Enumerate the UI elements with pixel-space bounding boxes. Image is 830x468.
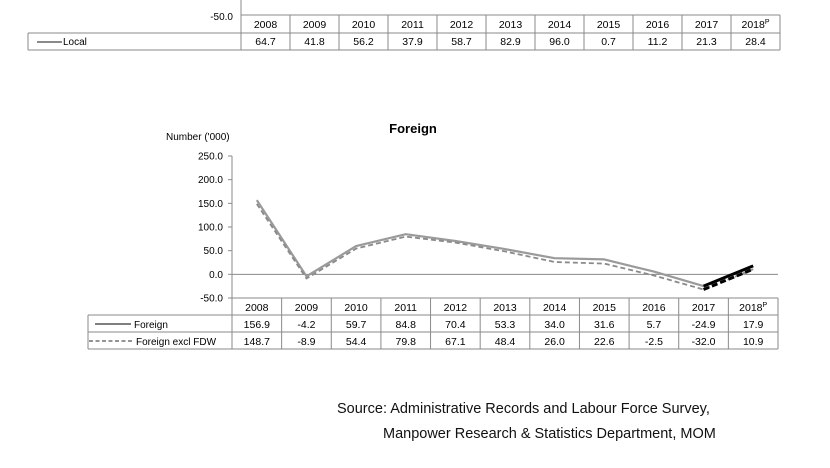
- x-tick-label: 2014: [543, 302, 567, 314]
- local-value-label: 41.8: [304, 36, 325, 48]
- local-value-label: 11.2: [648, 36, 668, 48]
- y-tick-label: 250.0: [198, 152, 223, 163]
- local-value-label: 28.4: [745, 36, 766, 48]
- foreign-value-label: -4.2: [297, 319, 315, 331]
- year-superscript: P: [765, 19, 770, 26]
- foreign-excl-fdw-value-label: 48.4: [495, 336, 516, 348]
- foreign-value-label: 31.6: [594, 319, 615, 331]
- foreign-value-label: 84.8: [396, 319, 417, 331]
- local-year-label: 2016: [646, 19, 670, 31]
- y-tick-label: 100.0: [198, 223, 223, 234]
- local-year-label: 2010: [352, 19, 376, 31]
- y-tick-label: -50.0: [200, 294, 223, 305]
- local-value-label: 21.3: [696, 36, 717, 48]
- source-line-1: Source: Administrative Records and Labou…: [337, 401, 710, 417]
- local-year-label: 2009: [303, 19, 327, 31]
- x-tick-label: 2016: [642, 302, 666, 314]
- x-tick-label: 2012: [444, 302, 468, 314]
- foreign-excl-fdw-value-label: 79.8: [396, 336, 417, 348]
- source-line-2: Manpower Research & Statistics Departmen…: [383, 426, 716, 442]
- local-table-group: -50.0 2008 2009 2010 2011 2012 2013 2014 2015 20…: [27, 0, 781, 51]
- local-value-label: 96.0: [549, 36, 570, 48]
- x-tick-label: 2015: [593, 302, 617, 314]
- x-tick-label: 2017: [692, 302, 716, 314]
- series-foreign-line: [255, 199, 754, 288]
- local-year-label: 2018P: [741, 19, 769, 31]
- local-year-label: 2008: [254, 19, 278, 31]
- y-tick-label: 50.0: [204, 246, 224, 257]
- x-tick-label: 2008: [245, 302, 269, 314]
- foreign-excl-fdw-value-label: 10.9: [743, 336, 764, 348]
- top-y-tick: -50.0: [210, 12, 233, 23]
- legend-foreign-excl-fdw: Foreign excl FDW: [136, 337, 217, 348]
- data-table: 2008 156.9 148.7 2009 -4.2 -8.9 2010 59.7 54.4 20…: [87, 297, 779, 350]
- y-axis-label: Number ('000): [166, 132, 230, 143]
- foreign-excl-fdw-value-label: 26.0: [544, 336, 565, 348]
- foreign-value-label: -24.9: [692, 319, 716, 331]
- foreign-value-label: 17.9: [743, 319, 764, 331]
- y-tick-label: 150.0: [198, 199, 223, 210]
- y-tick-label: 0.0: [209, 270, 223, 281]
- foreign-value-label: 53.3: [495, 319, 516, 331]
- local-value-label: 64.7: [255, 36, 276, 48]
- local-table-years: 2008 2009 2010 2011 2012 2013 2014 2015 2016 2017…: [254, 19, 770, 31]
- foreign-excl-fdw-value-label: -2.5: [645, 336, 663, 348]
- foreign-excl-fdw-value-label: 54.4: [346, 336, 367, 348]
- x-tick-label: 2009: [295, 302, 319, 314]
- local-year-label: 2012: [450, 19, 474, 31]
- foreign-value-label: 59.7: [346, 319, 367, 331]
- x-tick-label: 2018P: [739, 302, 767, 314]
- local-year-label: 2017: [695, 19, 719, 31]
- local-year-label: 2013: [499, 19, 523, 31]
- local-table-grid: [27, 14, 781, 51]
- foreign-excl-fdw-value-label: 22.6: [594, 336, 615, 348]
- foreign-excl-fdw-value-label: 148.7: [244, 336, 270, 348]
- chart-title: Foreign: [389, 121, 437, 136]
- series-lines: [255, 199, 754, 291]
- series-foreign-excl-fdw-line: [256, 203, 754, 291]
- year-superscript: P: [763, 302, 768, 309]
- y-tick-label: 200.0: [198, 175, 223, 186]
- y-axis-ticks: 250.0 200.0 150.0 100.0 50.0 0.0 -50.0: [198, 152, 232, 305]
- local-value-label: 58.7: [451, 36, 472, 48]
- foreign-excl-fdw-value-label: 67.1: [445, 336, 466, 348]
- local-year-label: 2015: [597, 19, 621, 31]
- x-tick-label: 2010: [344, 302, 368, 314]
- local-year-label: 2011: [401, 19, 424, 31]
- highlight-segment: [702, 264, 754, 288]
- foreign-value-label: 34.0: [544, 319, 565, 331]
- local-year-label: 2014: [548, 19, 572, 31]
- x-tick-label: 2011: [394, 302, 417, 314]
- legend-foreign: Foreign: [134, 320, 168, 331]
- local-value-label: 0.7: [601, 36, 616, 48]
- foreign-excl-fdw-value-label: -8.9: [297, 336, 315, 348]
- local-legend-label: Local: [63, 37, 87, 48]
- foreign-value-label: 70.4: [445, 319, 466, 331]
- foreign-value-label: 156.9: [244, 319, 270, 331]
- local-table-values: 64.7 41.8 56.2 37.9 58.7 82.9 96.0 0.7 11.2 21.3 2…: [255, 36, 766, 48]
- local-value-label: 56.2: [353, 36, 374, 48]
- foreign-excl-fdw-value-label: -32.0: [692, 336, 716, 348]
- x-tick-label: 2013: [493, 302, 517, 314]
- foreign-value-label: 5.7: [647, 319, 662, 331]
- local-value-label: 82.9: [500, 36, 521, 48]
- local-value-label: 37.9: [402, 36, 423, 48]
